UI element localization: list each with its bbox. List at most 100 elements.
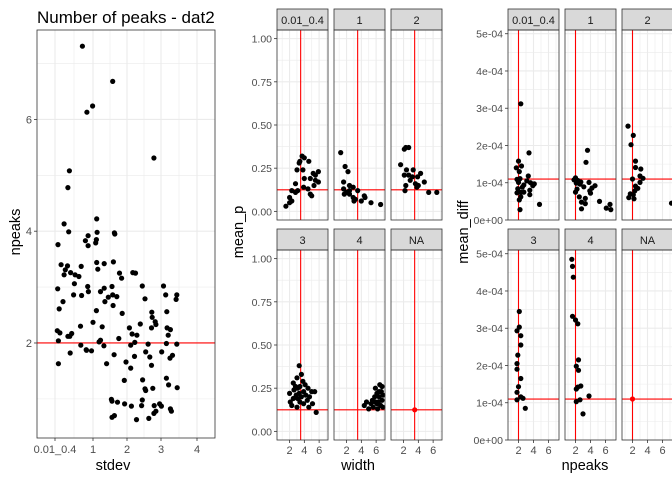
chart2-point [296, 160, 302, 166]
chart1-point [111, 352, 117, 358]
chart3-y-tick-label: 5e-04 [476, 29, 503, 41]
chart3-point [514, 397, 520, 403]
chart1-point [147, 354, 153, 360]
chart3-point [580, 411, 586, 417]
chart2-point [313, 409, 319, 415]
chart1-y-tick-label: 2 [26, 338, 32, 350]
chart3-y-tick-label: 2e-04 [476, 140, 503, 152]
chart3-x-tick-label: 2 [629, 445, 635, 457]
chart1-point [85, 233, 91, 239]
chart2-point [401, 172, 407, 178]
chart3-point [525, 173, 531, 179]
chart3-x-tick-label: 6 [602, 445, 608, 457]
chart1-point [163, 375, 169, 381]
chart1-point [67, 333, 73, 339]
chart3-point [518, 189, 524, 195]
chart2-point [309, 193, 315, 199]
chart1-point [122, 401, 128, 407]
chart1-point [57, 330, 63, 336]
chart1-point [55, 361, 62, 367]
chart3-point [513, 165, 519, 171]
chart1-point [77, 323, 84, 329]
chart2-facet-label: 4 [356, 235, 362, 247]
chart3-point [516, 197, 522, 203]
chart1-point [104, 361, 110, 367]
chart2-point [312, 172, 318, 178]
chart2-x-tick-label: 6 [430, 445, 436, 457]
chart3-point [608, 207, 614, 213]
chart2-point [410, 167, 416, 173]
chart1-point [132, 339, 138, 345]
chart2-x-tick-label: 2 [287, 445, 293, 457]
chart3-point [584, 147, 591, 153]
chart2-point [305, 186, 311, 192]
chart3-point [516, 169, 522, 175]
chart3-point [516, 308, 522, 315]
chart3-point [527, 192, 533, 198]
chart2-point [294, 404, 300, 410]
chart2-point [294, 375, 300, 381]
chart3-point [626, 195, 632, 201]
chart1-point [79, 292, 85, 299]
chart1-point [139, 283, 145, 289]
chart1-point [79, 43, 85, 49]
chart3-point [518, 375, 524, 382]
chart3-point [515, 384, 522, 390]
chart1-point [142, 296, 148, 302]
chart3-facet-border [564, 29, 617, 221]
chart1-x-tick-label: 1 [90, 444, 96, 456]
chart2-y-tick-label: 0.00 [252, 426, 273, 438]
chart2-point [306, 158, 312, 164]
chart2-point [298, 371, 304, 377]
chart2-point [342, 163, 348, 170]
chart2-point [412, 407, 418, 413]
chart3-point [577, 181, 583, 187]
chart1-point [173, 296, 179, 302]
chart2-point [304, 397, 310, 403]
chart2-point [378, 201, 384, 208]
chart2-facet-label: NA [409, 235, 425, 247]
chart2-point [300, 167, 306, 173]
chart1-point [159, 349, 165, 355]
chart2-point [362, 194, 368, 201]
chart1-point [110, 292, 116, 298]
chart2-point [296, 363, 302, 369]
chart1-point [151, 410, 157, 416]
chart1-point [95, 266, 101, 272]
chart3-point [519, 184, 525, 190]
chart3-point [576, 194, 582, 200]
chart1-point [105, 294, 111, 300]
chart1-point [85, 283, 91, 290]
chart2-point [368, 200, 374, 206]
chart3-point [573, 399, 579, 405]
chart3-y-tick-label: 0e+00 [474, 435, 504, 447]
chart2-point [315, 169, 321, 175]
chart1-point [93, 308, 99, 314]
chart3-point [638, 166, 644, 172]
chart2-point [290, 395, 296, 402]
chart2-facet-border [390, 249, 443, 441]
chart1-point [62, 267, 68, 273]
chart2-point [311, 182, 317, 189]
chart1-point [174, 385, 180, 391]
chart1-point [71, 292, 77, 298]
chart2-facet-border [333, 249, 386, 441]
chart1-point [85, 289, 91, 295]
chart3-point [569, 263, 576, 269]
chart1-point [56, 306, 62, 312]
chart1-point [164, 309, 170, 315]
chart2-point [307, 175, 313, 182]
chart2-point [309, 401, 316, 407]
chart3-point [570, 274, 576, 280]
chart3-point [515, 158, 522, 164]
chart3-point [517, 207, 523, 213]
chart2-point [402, 188, 408, 194]
chart1-point [148, 325, 155, 331]
chart1-point [134, 332, 140, 338]
chart3-x-tick-label: 6 [545, 445, 551, 457]
chart3-point [629, 396, 636, 402]
chart1-panel-border [36, 29, 216, 439]
chart1-point [139, 403, 145, 409]
chart1-point [119, 310, 125, 316]
chart1-point [143, 349, 149, 355]
